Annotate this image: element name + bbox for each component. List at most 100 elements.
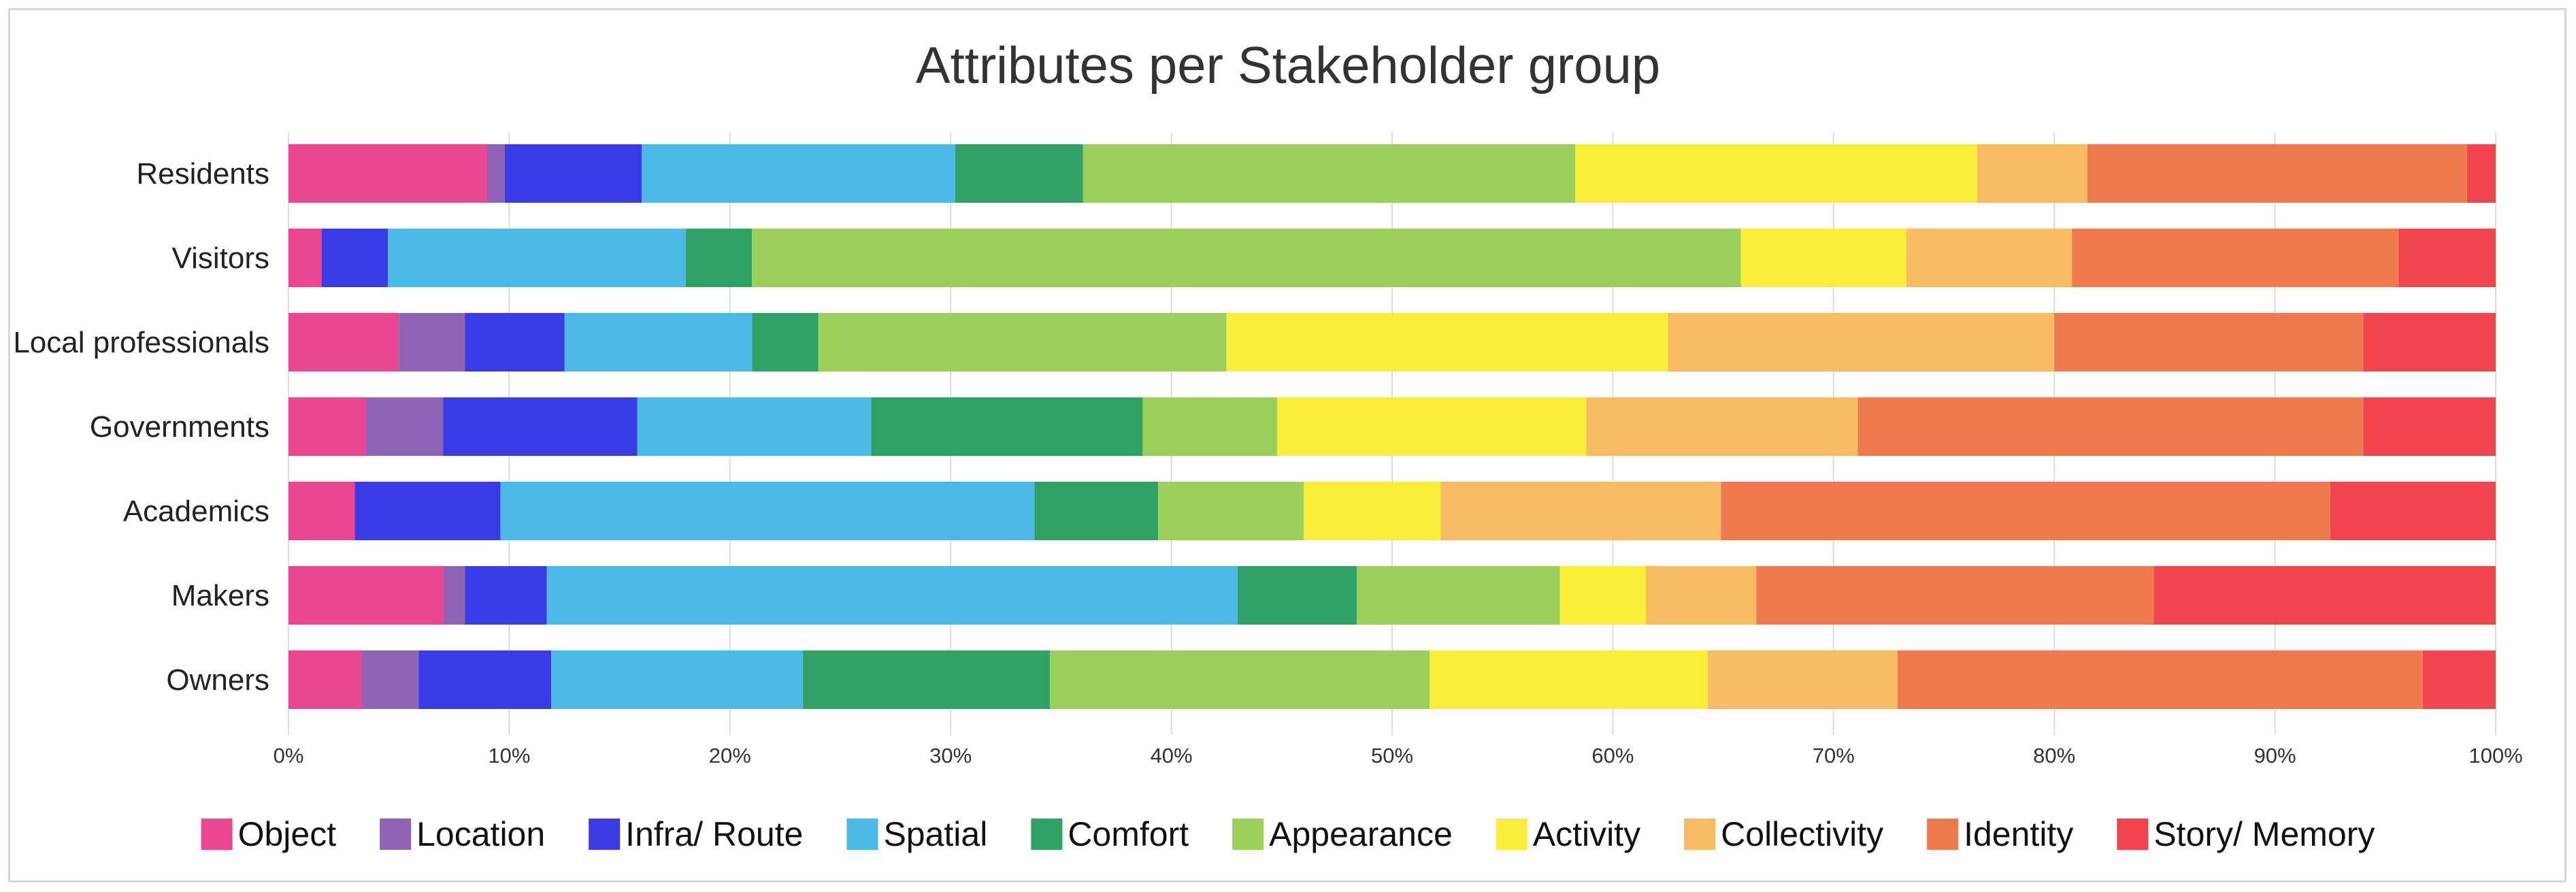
bar-segment bbox=[365, 397, 444, 456]
bar-segment bbox=[2466, 144, 2496, 203]
x-tick-label: 40% bbox=[1151, 744, 1193, 767]
legend-item: Story/ Memory bbox=[2117, 815, 2375, 853]
category-label: Governments bbox=[90, 410, 269, 444]
bar-segment bbox=[546, 566, 1238, 625]
bar-segment bbox=[443, 566, 465, 625]
legend-label: Appearance bbox=[1269, 815, 1453, 853]
bar-segment bbox=[1756, 566, 2154, 625]
legend-label: Story/ Memory bbox=[2153, 815, 2375, 853]
category-labels: Residents Visitors Local professionals Gove… bbox=[13, 157, 269, 697]
legend-label: Activity bbox=[1533, 815, 1640, 853]
bar-segment bbox=[2330, 482, 2496, 540]
legend-label: Spatial bbox=[883, 815, 987, 853]
bar-segment bbox=[802, 650, 1051, 709]
bars bbox=[288, 144, 2496, 709]
bar-segment bbox=[288, 144, 487, 203]
bar-segment bbox=[1226, 313, 1668, 371]
bar-segment bbox=[1586, 397, 1858, 456]
legend-swatch bbox=[1496, 819, 1528, 850]
bar-segment bbox=[1050, 650, 1430, 709]
legend-label: Identity bbox=[1964, 815, 2073, 853]
bar-segment bbox=[955, 144, 1083, 203]
bar-segment bbox=[465, 566, 547, 625]
bar-segment bbox=[387, 229, 686, 287]
bar-segment bbox=[642, 144, 955, 203]
legend-item: Appearance bbox=[1232, 815, 1453, 853]
bar-segment bbox=[2398, 229, 2496, 287]
category-label: Residents bbox=[136, 157, 269, 191]
bar-segment bbox=[486, 144, 505, 203]
bar-segment bbox=[637, 397, 872, 456]
bar-segment bbox=[1707, 650, 1898, 709]
bar-segment bbox=[685, 229, 753, 287]
bar-segment bbox=[2153, 566, 2496, 625]
bar-segment bbox=[752, 229, 1741, 287]
legend-label: Collectivity bbox=[1721, 815, 1883, 853]
legend-swatch bbox=[1684, 819, 1716, 850]
bar-segment bbox=[418, 650, 552, 709]
bar-segment bbox=[1440, 482, 1721, 540]
legend-item: Collectivity bbox=[1684, 815, 1883, 853]
bar-segment bbox=[288, 482, 355, 540]
bar-segment bbox=[1142, 397, 1278, 456]
legend: Object Location Infra/ Route Spatial Comfort… bbox=[201, 815, 2375, 853]
bar-segment bbox=[465, 313, 565, 371]
category-label: Local professionals bbox=[13, 326, 269, 359]
bar-segment bbox=[288, 229, 322, 287]
bar-segment bbox=[1158, 482, 1304, 540]
bar-segment bbox=[288, 566, 444, 625]
bar-segment bbox=[1430, 650, 1708, 709]
bar-segment bbox=[1668, 313, 2055, 371]
bar-segment bbox=[871, 397, 1143, 456]
bar-segment bbox=[1357, 566, 1560, 625]
x-tick-labels: 0% 10% 20% 30% 40% 50% 60% 70% 80% 90% 100% bbox=[274, 744, 2523, 767]
legend-label: Location bbox=[416, 815, 545, 853]
legend-swatch bbox=[589, 819, 621, 850]
legend-item: Identity bbox=[1927, 815, 2073, 853]
x-tick-label: 80% bbox=[2033, 744, 2075, 767]
bar-segment bbox=[288, 313, 399, 371]
legend-swatch bbox=[2117, 819, 2149, 850]
bar-segment bbox=[1277, 397, 1587, 456]
bar-segment bbox=[1034, 482, 1159, 540]
x-tick-label: 90% bbox=[2254, 744, 2296, 767]
legend-swatch bbox=[1232, 819, 1264, 850]
bar-segment bbox=[564, 313, 753, 371]
bar-segment bbox=[1906, 229, 2073, 287]
bar-segment bbox=[321, 229, 388, 287]
x-tick-label: 100% bbox=[2468, 744, 2522, 767]
bar-segment bbox=[2363, 313, 2496, 371]
legend-swatch bbox=[1927, 819, 1959, 850]
chart-title: Attributes per Stakeholder group bbox=[916, 37, 1660, 95]
bar-segment bbox=[1977, 144, 2087, 203]
bar-segment bbox=[1897, 650, 2423, 709]
x-tick-label: 60% bbox=[1591, 744, 1634, 767]
bar-segment bbox=[752, 313, 819, 371]
legend-swatch bbox=[201, 819, 233, 850]
legend-item: Infra/ Route bbox=[589, 815, 803, 853]
legend-item: Spatial bbox=[846, 815, 987, 853]
bar-segment bbox=[1237, 566, 1357, 625]
legend-item: Location bbox=[380, 815, 545, 853]
bar-segment bbox=[399, 313, 465, 371]
bar-segment bbox=[443, 397, 638, 456]
x-tick-label: 0% bbox=[274, 744, 304, 767]
x-tick-label: 20% bbox=[709, 744, 751, 767]
bar-segment bbox=[2422, 650, 2496, 709]
bar-segment bbox=[288, 397, 366, 456]
bar-segment bbox=[1575, 144, 1977, 203]
bar-segment bbox=[2072, 229, 2399, 287]
bar-segment bbox=[2087, 144, 2467, 203]
bar-segment bbox=[2054, 313, 2364, 371]
legend-swatch bbox=[1031, 819, 1063, 850]
legend-label: Infra/ Route bbox=[625, 815, 803, 853]
bar-segment bbox=[2363, 397, 2496, 456]
bar-segment bbox=[354, 482, 501, 540]
bar-segment bbox=[1646, 566, 1757, 625]
legend-item: Comfort bbox=[1031, 815, 1189, 853]
bar-segment bbox=[1083, 144, 1576, 203]
bar-segment bbox=[504, 144, 642, 203]
category-label: Visitors bbox=[172, 242, 269, 275]
bar-segment bbox=[1304, 482, 1441, 540]
